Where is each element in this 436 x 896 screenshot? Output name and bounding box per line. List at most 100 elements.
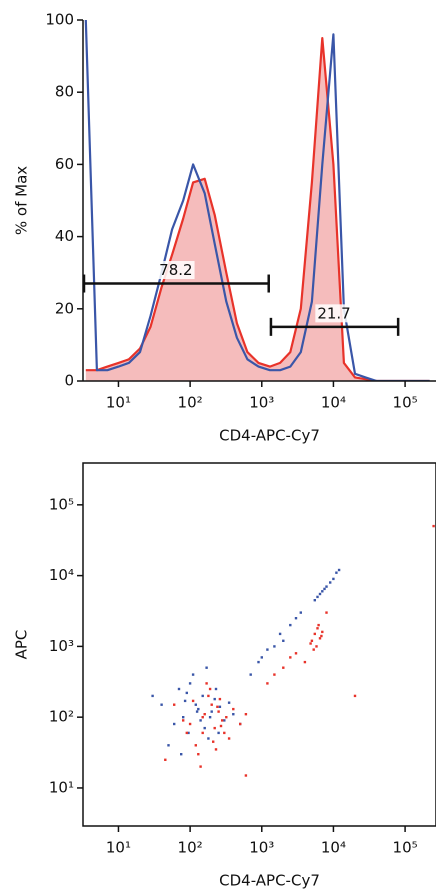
point xyxy=(228,737,230,739)
x-tick-label: 10³ xyxy=(249,839,274,857)
point xyxy=(273,645,275,647)
point xyxy=(202,732,204,734)
point xyxy=(317,624,319,626)
point xyxy=(338,569,340,571)
x-tick-label: 10² xyxy=(178,394,203,412)
point xyxy=(205,667,207,669)
y-tick-label: 10¹ xyxy=(49,778,74,796)
point xyxy=(325,611,327,613)
y-tick-label: 20 xyxy=(55,299,74,317)
area xyxy=(86,38,430,381)
point xyxy=(211,704,213,706)
point xyxy=(239,723,241,725)
point xyxy=(180,753,182,755)
point xyxy=(320,635,322,637)
gate-label: 78.2 xyxy=(159,261,192,279)
plot-area xyxy=(151,525,434,777)
point xyxy=(316,627,318,629)
x-tick-label: 10⁴ xyxy=(321,839,346,857)
point xyxy=(250,673,252,675)
y-tick-label: 40 xyxy=(55,227,74,245)
point xyxy=(189,682,191,684)
point xyxy=(160,704,162,706)
point xyxy=(282,667,284,669)
point xyxy=(329,581,331,583)
point xyxy=(197,708,199,710)
point xyxy=(192,673,194,675)
point xyxy=(325,585,327,587)
point xyxy=(211,710,213,712)
y-tick-label: 80 xyxy=(55,83,74,101)
point xyxy=(207,737,209,739)
point xyxy=(186,692,188,694)
point xyxy=(195,704,197,706)
point xyxy=(204,713,206,715)
point xyxy=(289,656,291,658)
point xyxy=(151,695,153,697)
point xyxy=(273,673,275,675)
point xyxy=(209,688,211,690)
point xyxy=(173,723,175,725)
point xyxy=(279,633,281,635)
point xyxy=(315,645,317,647)
y-tick-label: 10² xyxy=(49,708,74,726)
point xyxy=(245,774,247,776)
y-tick-label: 60 xyxy=(55,155,74,173)
point xyxy=(314,633,316,635)
point xyxy=(164,759,166,761)
point xyxy=(167,744,169,746)
point xyxy=(199,765,201,767)
point xyxy=(209,716,211,718)
point xyxy=(354,695,356,697)
point xyxy=(220,725,222,727)
point xyxy=(216,706,218,708)
y-tick-label: 0 xyxy=(64,372,74,390)
point xyxy=(195,744,197,746)
point xyxy=(289,624,291,626)
point xyxy=(196,710,198,712)
point xyxy=(319,637,321,639)
point xyxy=(204,727,206,729)
point xyxy=(223,719,225,721)
point xyxy=(184,700,186,702)
point xyxy=(332,578,334,580)
x-tick-label: 10⁴ xyxy=(321,394,346,412)
point xyxy=(257,661,259,663)
point xyxy=(173,704,175,706)
point xyxy=(197,753,199,755)
line xyxy=(86,38,430,381)
point xyxy=(304,661,306,663)
point xyxy=(321,590,323,592)
point xyxy=(182,719,184,721)
x-tick-label: 10³ xyxy=(249,394,274,412)
point xyxy=(182,716,184,718)
point xyxy=(215,748,217,750)
point xyxy=(232,708,234,710)
point xyxy=(217,710,219,712)
point xyxy=(223,732,225,734)
y-tick-label: 10³ xyxy=(49,637,74,655)
point xyxy=(178,688,180,690)
point xyxy=(432,525,434,527)
point xyxy=(219,698,221,700)
y-axis-title: % of Max xyxy=(13,166,31,235)
gate-label: 21.7 xyxy=(317,304,350,322)
x-tick-label: 10⁵ xyxy=(393,394,418,412)
point xyxy=(295,652,297,654)
point xyxy=(245,713,247,715)
point xyxy=(313,648,315,650)
point xyxy=(221,719,223,721)
point xyxy=(228,702,230,704)
point xyxy=(192,700,194,702)
x-tick-label: 10¹ xyxy=(106,394,131,412)
point xyxy=(316,596,318,598)
point xyxy=(214,727,216,729)
x-tick-label: 10¹ xyxy=(106,839,131,857)
point xyxy=(225,716,227,718)
point xyxy=(300,611,302,613)
point xyxy=(215,688,217,690)
point xyxy=(282,640,284,642)
y-axis-title: APC xyxy=(13,630,31,660)
